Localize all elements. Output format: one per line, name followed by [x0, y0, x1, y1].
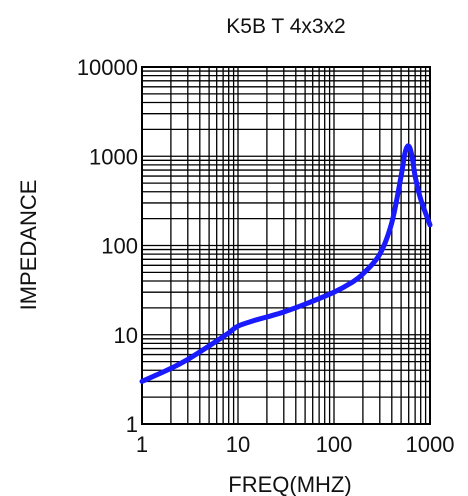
y-tick-label: 10000	[77, 55, 138, 80]
grid	[141, 67, 430, 425]
y-tick-label: 1	[126, 412, 138, 437]
x-tick-label: 1000	[406, 432, 455, 457]
x-tick-label: 1	[136, 432, 148, 457]
x-tick-label: 100	[316, 432, 353, 457]
y-tick-labels: 1 10 100 1000 10000	[77, 55, 138, 437]
y-tick-label: 1000	[89, 144, 138, 169]
chart-title: K5B T 4x3x2	[226, 15, 345, 38]
y-tick-label: 10	[114, 323, 138, 348]
impedance-line	[139, 143, 433, 384]
y-tick-label: 100	[101, 234, 138, 259]
y-axis-label: IMPEDANCE	[16, 180, 41, 311]
x-axis-label: FREQ(MHZ)	[228, 472, 351, 496]
x-tick-labels: 1 10 100 1000	[136, 432, 455, 457]
plot-frame	[141, 66, 431, 425]
x-tick-label: 10	[226, 432, 250, 457]
